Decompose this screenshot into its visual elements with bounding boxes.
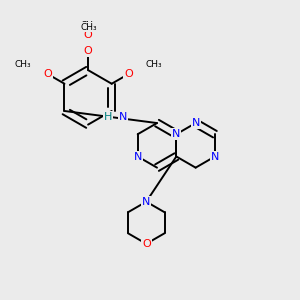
Text: N: N (119, 112, 127, 122)
Text: N: N (172, 129, 181, 139)
Text: N: N (211, 152, 219, 161)
Text: CH₃: CH₃ (14, 60, 31, 69)
Text: O: O (124, 69, 133, 79)
Text: O: O (142, 239, 151, 249)
Text: N: N (134, 152, 142, 161)
Text: O: O (84, 29, 92, 40)
Text: CH₃: CH₃ (146, 60, 162, 69)
Text: H: H (103, 112, 112, 122)
Text: N: N (191, 118, 200, 128)
Text: O: O (44, 69, 52, 79)
Text: N: N (142, 197, 151, 207)
Text: CH₃: CH₃ (80, 21, 97, 30)
Text: CH₃: CH₃ (80, 23, 97, 32)
Text: O: O (84, 46, 92, 56)
